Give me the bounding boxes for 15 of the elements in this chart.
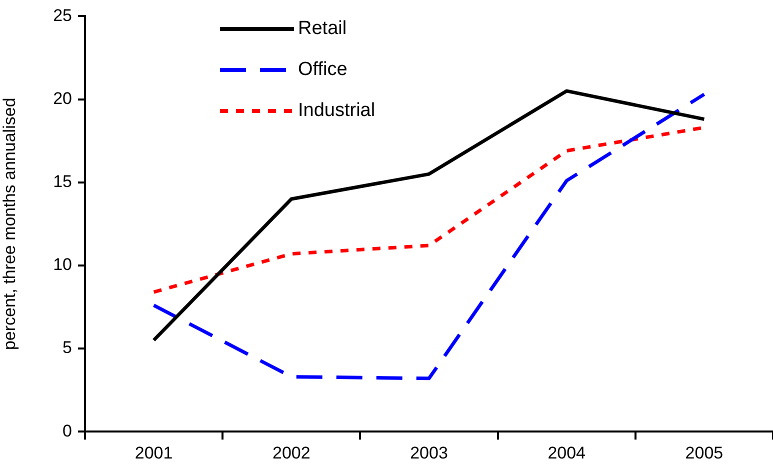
x-tick-label: 2005 (685, 443, 724, 462)
y-axis-title: percent, three months annualised (0, 98, 19, 350)
x-tick-label: 2003 (410, 443, 448, 462)
y-tick-label: 5 (62, 338, 72, 358)
y-tick-label: 0 (62, 421, 72, 440)
y-tick-label: 20 (53, 88, 72, 108)
x-tick-label: 2004 (548, 443, 586, 462)
y-tick-label: 15 (53, 172, 72, 192)
x-tick-label: 2002 (272, 443, 310, 462)
legend-label: Office (298, 58, 348, 80)
y-tick-label: 10 (53, 255, 72, 274)
y-tick-label: 25 (53, 6, 72, 25)
legend-label: Retail (298, 18, 347, 40)
legend-label: Industrial (298, 100, 376, 122)
x-tick-label: 2001 (134, 443, 173, 462)
